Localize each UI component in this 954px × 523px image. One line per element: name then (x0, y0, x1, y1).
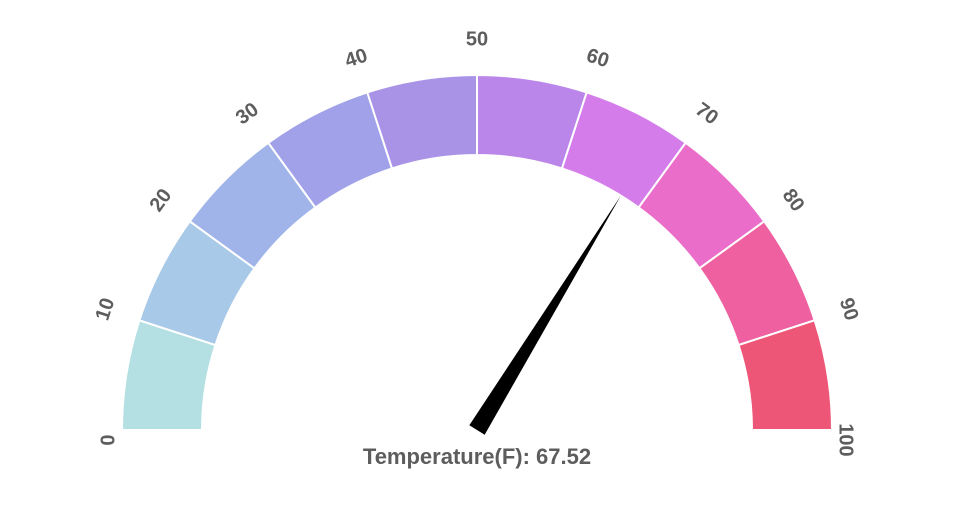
gauge-tick-label: 50 (466, 28, 488, 50)
gauge-tick-label: 70 (691, 98, 722, 129)
gauge-caption: Temperature(F): 67.52 (363, 444, 591, 469)
gauge-tick-label: 40 (342, 45, 370, 73)
gauge-tick-label: 10 (92, 295, 120, 323)
gauge-tick-label: 60 (584, 45, 612, 73)
gauge-tick-label: 20 (145, 185, 176, 216)
gauge-tick-label: 90 (835, 295, 863, 323)
gauge-tick-label: 100 (835, 423, 857, 456)
gauge-tick-label: 80 (778, 185, 809, 216)
gauge-tick-label: 0 (97, 434, 119, 445)
gauge-segments (122, 75, 832, 430)
gauge-needle (469, 196, 621, 435)
gauge-tick-label: 30 (232, 98, 263, 129)
temperature-gauge: 0 10 20 30 40 50 60 70 80 90 100 Temperature(F): 67… (0, 0, 954, 523)
